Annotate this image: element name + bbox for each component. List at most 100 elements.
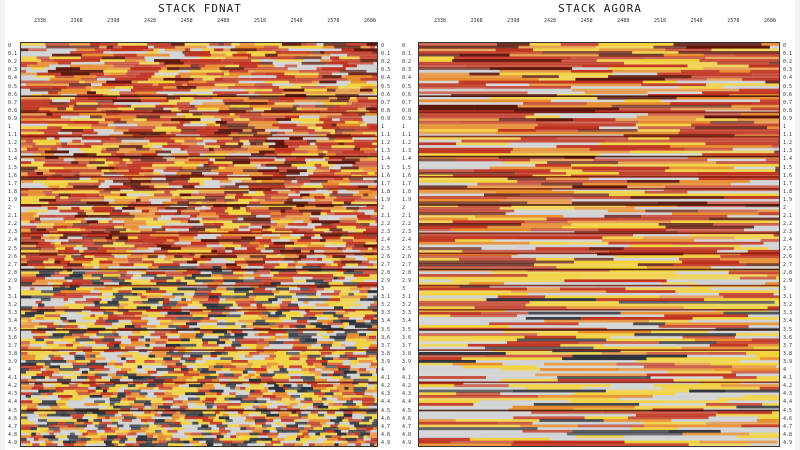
time-tick-label: 4.4 [8, 399, 18, 406]
seismic-section-left[interactable] [20, 42, 378, 447]
time-tick-label: 0.5 [381, 83, 391, 90]
time-tick-label: 3.2 [381, 302, 391, 309]
time-tick-label: 0.9 [381, 115, 391, 122]
time-tick-label: 3.9 [381, 358, 391, 365]
time-tick-label: 0.8 [402, 107, 412, 114]
time-tick-label: 0.4 [8, 75, 18, 82]
time-tick-label: 0.6 [783, 91, 793, 98]
cdp-tick-label: 2608 [363, 18, 377, 24]
time-tick-label: 4.1 [783, 375, 793, 382]
time-tick-label: 2.3 [8, 229, 18, 236]
time-tick-label: 2.4 [8, 237, 18, 244]
time-tick-label: 0.8 [783, 107, 793, 114]
time-tick-label: 1.2 [381, 140, 391, 147]
time-tick-label: 2.6 [8, 253, 18, 260]
time-tick-label: 2.1 [402, 213, 412, 220]
cdp-tick-label: 2458 [180, 18, 193, 24]
time-tick-label: 0 [402, 43, 406, 49]
time-tick-label: 2.8 [8, 269, 18, 276]
time-tick-label: 4.9 [381, 440, 391, 446]
time-tick-label: 4 [381, 367, 385, 374]
time-tick-label: 4.6 [402, 415, 412, 422]
time-tick-label: 4.1 [381, 375, 391, 382]
time-tick-label: 4.2 [783, 383, 793, 390]
time-tick-label: 0.2 [381, 59, 391, 66]
time-tick-label: 0.1 [783, 51, 793, 58]
cdp-tick-label: 2338 [433, 18, 447, 24]
time-tick-label: 4.2 [8, 383, 18, 390]
cdp-tick-label: 2578 [727, 18, 740, 24]
time-axis-right-outer: 0 0.1 0.2 0.3 0.4 0.5 0.6 0.7 0.8 0.9 1 1.1 1.2 1.3 1.… [783, 42, 795, 447]
time-tick-label: 1.4 [402, 156, 412, 163]
time-tick-label: 4.3 [8, 391, 18, 398]
time-tick-label: 2.2 [783, 221, 793, 228]
time-tick-label: 0.2 [402, 59, 412, 66]
time-tick-label: 1 [8, 124, 12, 131]
time-tick-label: 3.1 [381, 294, 391, 301]
time-tick-label: 1.1 [381, 132, 391, 139]
time-tick-label: 4.7 [8, 423, 18, 430]
time-tick-label: 2.9 [402, 277, 412, 284]
time-tick-label: 3.7 [402, 342, 412, 349]
time-tick-label: 1.6 [402, 172, 412, 179]
time-tick-label: 0.4 [783, 75, 793, 82]
time-tick-label: 0.4 [402, 75, 412, 82]
cdp-tick-label: 2518 [653, 18, 667, 24]
time-tick-label: 4.8 [402, 431, 412, 438]
time-tick-label: 3.5 [381, 326, 391, 333]
panel-title-right: STACK AGORA [558, 2, 642, 15]
right-edge-strip [795, 0, 800, 450]
time-tick-label: 2.4 [402, 237, 412, 244]
time-tick-label: 1.7 [381, 180, 391, 187]
cdp-tick-label: 2428 [543, 18, 557, 24]
time-tick-label: 1.8 [402, 188, 412, 195]
time-tick-label: 2.2 [402, 221, 412, 228]
time-tick-label: 2.4 [381, 237, 391, 244]
time-tick-label: 1.6 [8, 172, 18, 179]
time-tick-label: 1.5 [381, 164, 391, 171]
cdp-tick-label: 2608 [763, 18, 777, 24]
time-tick-label: 2.9 [381, 277, 391, 284]
seismic-image [21, 43, 377, 446]
time-tick-label: 4.8 [783, 431, 793, 438]
time-tick-label: 0.3 [783, 67, 793, 74]
time-tick-label: 1.5 [783, 164, 793, 171]
time-tick-label: 2.1 [381, 213, 391, 220]
cdp-tick-label: 2548 [290, 18, 303, 24]
time-tick-label: 4.4 [402, 399, 412, 406]
time-tick-label: 1.8 [8, 188, 18, 195]
time-tick-label: 4.7 [402, 423, 412, 430]
time-tick-label: 4.4 [381, 399, 391, 406]
time-tick-label: 0.9 [783, 115, 793, 122]
time-tick-label: 3.2 [8, 302, 18, 309]
time-tick-label: 3.6 [402, 334, 412, 341]
time-tick-label: 1 [402, 124, 406, 131]
time-tick-label: 4.5 [8, 407, 18, 414]
time-tick-label: 4.2 [402, 383, 412, 390]
time-tick-label: 2 [783, 205, 787, 212]
time-tick-label: 4.5 [402, 407, 412, 414]
time-tick-label: 0.7 [402, 99, 412, 106]
seismic-section-right[interactable] [418, 42, 780, 447]
time-tick-label: 3.3 [381, 310, 391, 317]
time-tick-label: 2.5 [8, 245, 18, 252]
time-tick-label: 0.2 [8, 59, 18, 66]
time-tick-label: 0.6 [402, 91, 412, 98]
time-tick-label: 4.5 [381, 407, 391, 414]
time-tick-label: 4.8 [381, 431, 391, 438]
left-edge-strip [0, 0, 5, 450]
time-tick-label: 3 [381, 286, 385, 293]
time-tick-label: 4.1 [8, 375, 18, 382]
cdp-tick-label: 2518 [253, 18, 267, 24]
time-tick-label: 3.4 [783, 318, 793, 325]
time-tick-label: 2.8 [381, 269, 391, 276]
time-tick-label: 1.2 [8, 140, 18, 147]
time-tick-label: 4.8 [8, 431, 18, 438]
panel-title-left: STACK FDNAT [158, 2, 242, 15]
cdp-tick-label: 2368 [70, 18, 83, 24]
cdp-tick-label: 2368 [470, 18, 483, 24]
time-tick-label: 0.2 [783, 59, 793, 66]
time-tick-label: 3.9 [402, 358, 412, 365]
time-tick-label: 3.4 [402, 318, 412, 325]
time-tick-label: 2.2 [8, 221, 18, 228]
